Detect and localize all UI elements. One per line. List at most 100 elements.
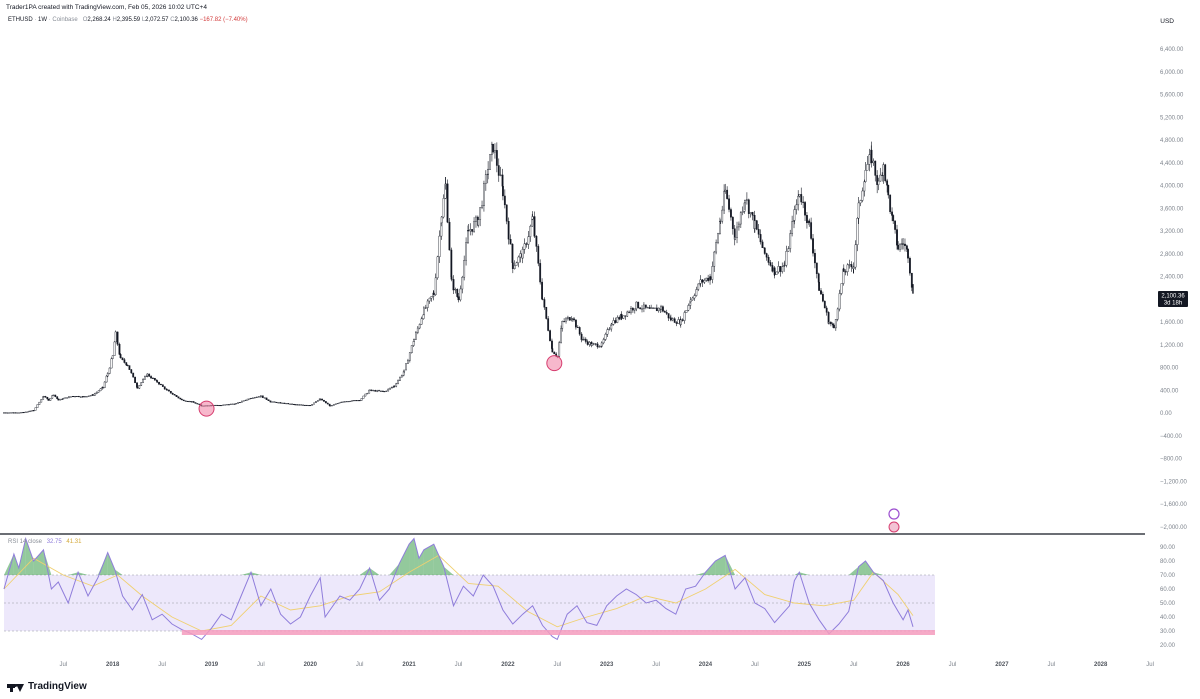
price-tick-label: 0.00	[1160, 411, 1172, 417]
candle-body	[465, 242, 467, 261]
candle-body	[279, 402, 282, 404]
candle-body	[728, 198, 730, 210]
candle-body	[568, 317, 571, 321]
candle-body	[477, 219, 480, 226]
candle-body	[648, 307, 651, 309]
candle-body	[313, 402, 315, 405]
candle-body	[909, 258, 911, 274]
time-tick-label: 2025	[798, 662, 812, 668]
rsi-line	[3, 536, 914, 641]
candle-body	[446, 183, 449, 223]
candle-body	[744, 200, 746, 204]
candle-body	[214, 404, 217, 406]
candle-body	[495, 150, 498, 166]
candle-body	[535, 236, 538, 247]
candle-body	[261, 395, 264, 398]
candle-body	[74, 396, 76, 398]
candle-body	[580, 333, 583, 340]
event-icons[interactable]	[888, 508, 900, 533]
candle-body	[699, 279, 702, 284]
candle-body	[475, 216, 477, 222]
candle-body	[161, 384, 164, 387]
candle-body	[216, 404, 219, 406]
candle-body	[182, 399, 185, 402]
low-value: 2,072.57	[145, 17, 169, 23]
candle-body	[586, 341, 589, 345]
candle-body	[169, 390, 172, 394]
rsi-legend[interactable]: RSI 14 close 32.75 41.31	[8, 539, 82, 545]
candle-body	[24, 411, 27, 413]
candle-body	[184, 400, 187, 402]
candle-body	[517, 256, 520, 263]
candle-body	[749, 212, 752, 214]
candle-body	[413, 339, 415, 342]
candle-body	[606, 329, 609, 335]
candle-body	[822, 294, 824, 302]
candle-body	[650, 307, 653, 309]
candle-body	[679, 319, 682, 325]
candle-body	[695, 289, 698, 296]
candle-body	[136, 382, 138, 388]
candle-body	[707, 277, 710, 281]
time-tick-label: Jul	[850, 662, 858, 668]
candle-body	[463, 259, 466, 278]
price-tick-label: 4,400.00	[1160, 161, 1184, 167]
rsi-overbought-fill	[114, 569, 123, 575]
candle-body	[610, 324, 613, 326]
candle-body	[440, 216, 443, 224]
candle-body	[329, 405, 331, 407]
rsi-overbought-fill	[369, 568, 380, 575]
candle-body	[738, 223, 740, 228]
candle-body	[731, 216, 734, 229]
candle-body	[418, 324, 421, 329]
candle-body	[693, 295, 696, 299]
rsi-overbought-fills	[4, 538, 884, 575]
candle-body	[40, 399, 43, 403]
candle-body	[581, 339, 583, 341]
candle-body	[304, 404, 306, 406]
candle-body	[12, 412, 15, 414]
candle-body	[408, 352, 411, 361]
candle-body	[834, 319, 837, 329]
price-tick-label: 2,800.00	[1160, 252, 1184, 258]
candle-body	[705, 277, 708, 281]
candle-body	[177, 396, 180, 399]
candle-body	[173, 394, 176, 396]
interval-label[interactable]: 1W	[38, 17, 48, 23]
candle-body	[237, 402, 239, 404]
candle-body	[291, 403, 293, 405]
candle-body	[887, 185, 890, 196]
candle-body	[665, 312, 668, 314]
candle-body	[902, 243, 904, 245]
candle-body	[111, 355, 114, 359]
change-value: −167.82 (−7.40%)	[199, 17, 248, 23]
candle-body	[294, 404, 297, 406]
candle-body	[222, 404, 225, 406]
candle-body	[18, 412, 21, 414]
candle-body	[741, 211, 744, 213]
dividend-event-icon[interactable]	[888, 508, 900, 520]
currency-label[interactable]: USD	[1160, 18, 1174, 25]
time-axis: Jul 2018 Jul 2019 Jul 2020 Jul 2021 Jul 2022 Jul 20…	[59, 662, 1153, 668]
candle-body	[632, 308, 634, 311]
candle-body	[641, 308, 643, 310]
candle-body	[795, 204, 798, 210]
candle-body	[51, 395, 54, 399]
candle-body	[358, 400, 361, 402]
candle-body	[703, 279, 706, 283]
symbol-name[interactable]: ETHUSD	[8, 17, 33, 23]
candle-body	[300, 404, 303, 406]
earnings-event-icon[interactable]	[888, 521, 900, 533]
rsi-overbought-fill	[433, 544, 444, 575]
candle-body	[833, 324, 835, 329]
candle-body	[626, 311, 629, 317]
candle-body	[846, 264, 849, 272]
price-tick-label: 800.00	[1160, 366, 1179, 372]
tradingview-brand[interactable]: TradingView	[7, 681, 87, 692]
candle-body	[3, 412, 5, 414]
candle-body	[757, 229, 760, 235]
time-tick-label: Jul	[158, 662, 166, 668]
candle-body	[907, 249, 909, 259]
candle-body	[810, 222, 813, 239]
